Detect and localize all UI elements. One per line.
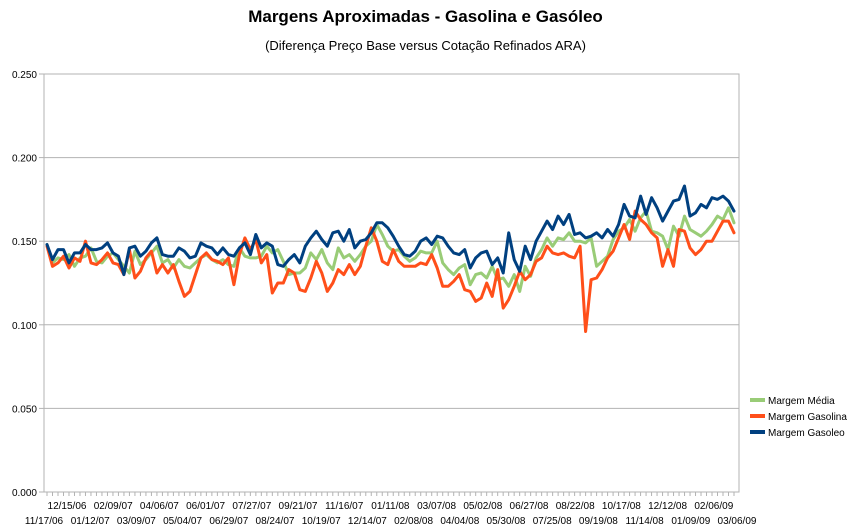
x-tick-label: 04/06/07 [140, 501, 179, 512]
series-lines [45, 184, 736, 333]
x-tick-label: 03/06/09 [718, 516, 757, 527]
x-tick-label: 10/17/08 [602, 501, 641, 512]
x-tick-label: 01/11/08 [371, 501, 410, 512]
y-tick-label: 0.200 [12, 154, 37, 165]
x-tick-label: 05/04/07 [163, 516, 202, 527]
x-tick-label: 03/07/08 [417, 501, 456, 512]
x-tick-label: 05/30/08 [487, 516, 526, 527]
x-tick-label: 09/19/08 [579, 516, 618, 527]
x-tick-label: 06/01/07 [186, 501, 225, 512]
x-tick-label: 11/14/08 [626, 516, 665, 527]
y-tick-label: 0.100 [12, 321, 37, 332]
x-tick-label: 12/15/06 [48, 501, 87, 512]
x-tick-label: 10/19/07 [302, 516, 341, 527]
plot-frame [43, 73, 740, 493]
y-tick-label: 0.250 [12, 70, 37, 81]
x-tick-label: 02/06/09 [694, 501, 733, 512]
legend: Margem Média Margem Gasolina Margem Gasole… [750, 396, 847, 439]
x-tick-label: 01/09/09 [671, 516, 710, 527]
x-tick-label: 02/08/08 [394, 516, 433, 527]
x-tick-label: 12/14/07 [348, 516, 387, 527]
x-tick-label: 03/09/07 [117, 516, 156, 527]
x-tick-label: 06/29/07 [209, 516, 248, 527]
x-tick-label: 08/24/07 [256, 516, 295, 527]
x-tick-label: 12/12/08 [648, 501, 687, 512]
y-axis: 0.000 0.050 0.100 0.150 0.200 0.250 [12, 70, 44, 499]
x-axis: 11/17/06 01/12/07 03/09/07 05/04/07 06/29/07… [25, 492, 757, 527]
x-tick-label: 01/12/07 [71, 516, 110, 527]
x-tick-label: 05/02/08 [463, 501, 502, 512]
chart-subtitle: (Diferença Preço Base versus Cotação Ref… [265, 38, 586, 53]
series-line [45, 209, 736, 333]
x-tick-label: 07/27/07 [232, 501, 271, 512]
x-tick-label: 06/27/08 [510, 501, 549, 512]
y-tick-label: 0.000 [12, 488, 37, 499]
legend-label: Margem Média [768, 396, 835, 407]
y-tick-label: 0.150 [12, 237, 37, 248]
x-tick-label: 02/09/07 [94, 501, 133, 512]
x-tick-label: 11/16/07 [325, 501, 364, 512]
legend-label: Margem Gasoleo [768, 428, 845, 439]
y-tick-label: 0.050 [12, 404, 37, 415]
series-line [45, 184, 736, 277]
x-tick-label: 08/22/08 [556, 501, 595, 512]
chart-title: Margens Aproximadas - Gasolina e Gasóleo [248, 7, 603, 26]
gridlines [43, 73, 740, 493]
x-tick-label: 07/25/08 [533, 516, 572, 527]
x-tick-label: 11/17/06 [25, 516, 64, 527]
x-tick-label: 09/21/07 [279, 501, 318, 512]
legend-label: Margem Gasolina [768, 412, 847, 423]
x-tick-label: 04/04/08 [440, 516, 479, 527]
series-line [45, 206, 736, 293]
